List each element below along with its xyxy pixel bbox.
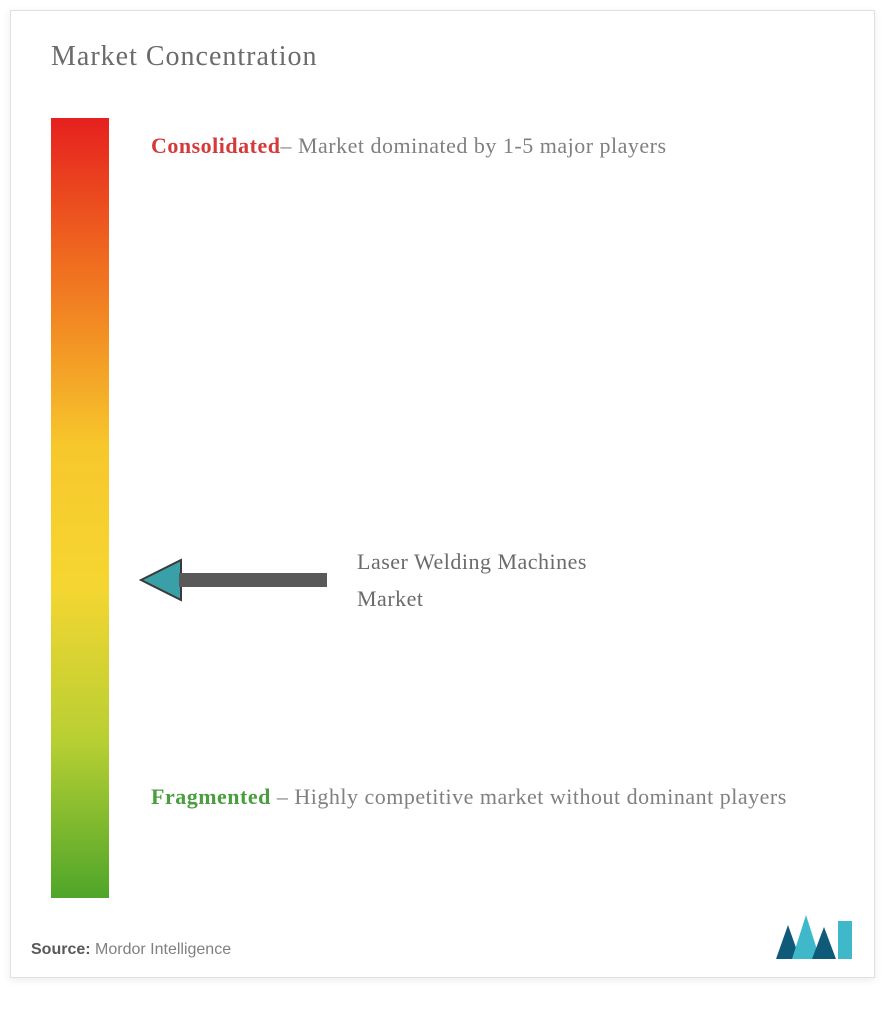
market-marker: Laser Welding Machines Market bbox=[139, 543, 657, 618]
concentration-gradient-bar bbox=[51, 118, 109, 898]
fragmented-strong: Fragmented bbox=[151, 784, 271, 809]
mordor-logo-icon bbox=[776, 913, 854, 959]
chart-title: Market Concentration bbox=[51, 41, 834, 73]
fragmented-rest: – Highly competitive market without domi… bbox=[271, 784, 787, 809]
source-label: Source: bbox=[31, 941, 91, 958]
source-attribution: Source: Mordor Intelligence bbox=[31, 941, 231, 959]
source-value: Mordor Intelligence bbox=[91, 941, 232, 958]
consolidated-rest: – Market dominated by 1-5 major players bbox=[280, 133, 666, 158]
arrow-left-icon bbox=[139, 558, 329, 602]
chart-content: Consolidated– Market dominated by 1-5 ma… bbox=[51, 118, 834, 918]
consolidated-label: Consolidated– Market dominated by 1-5 ma… bbox=[151, 122, 791, 170]
market-name-label: Laser Welding Machines Market bbox=[357, 543, 657, 618]
consolidated-strong: Consolidated bbox=[151, 133, 280, 158]
fragmented-label: Fragmented – Highly competitive market w… bbox=[151, 773, 831, 821]
infographic-card: Market Concentration Consolidated– Marke… bbox=[10, 10, 875, 978]
footer: Source: Mordor Intelligence bbox=[31, 913, 854, 959]
